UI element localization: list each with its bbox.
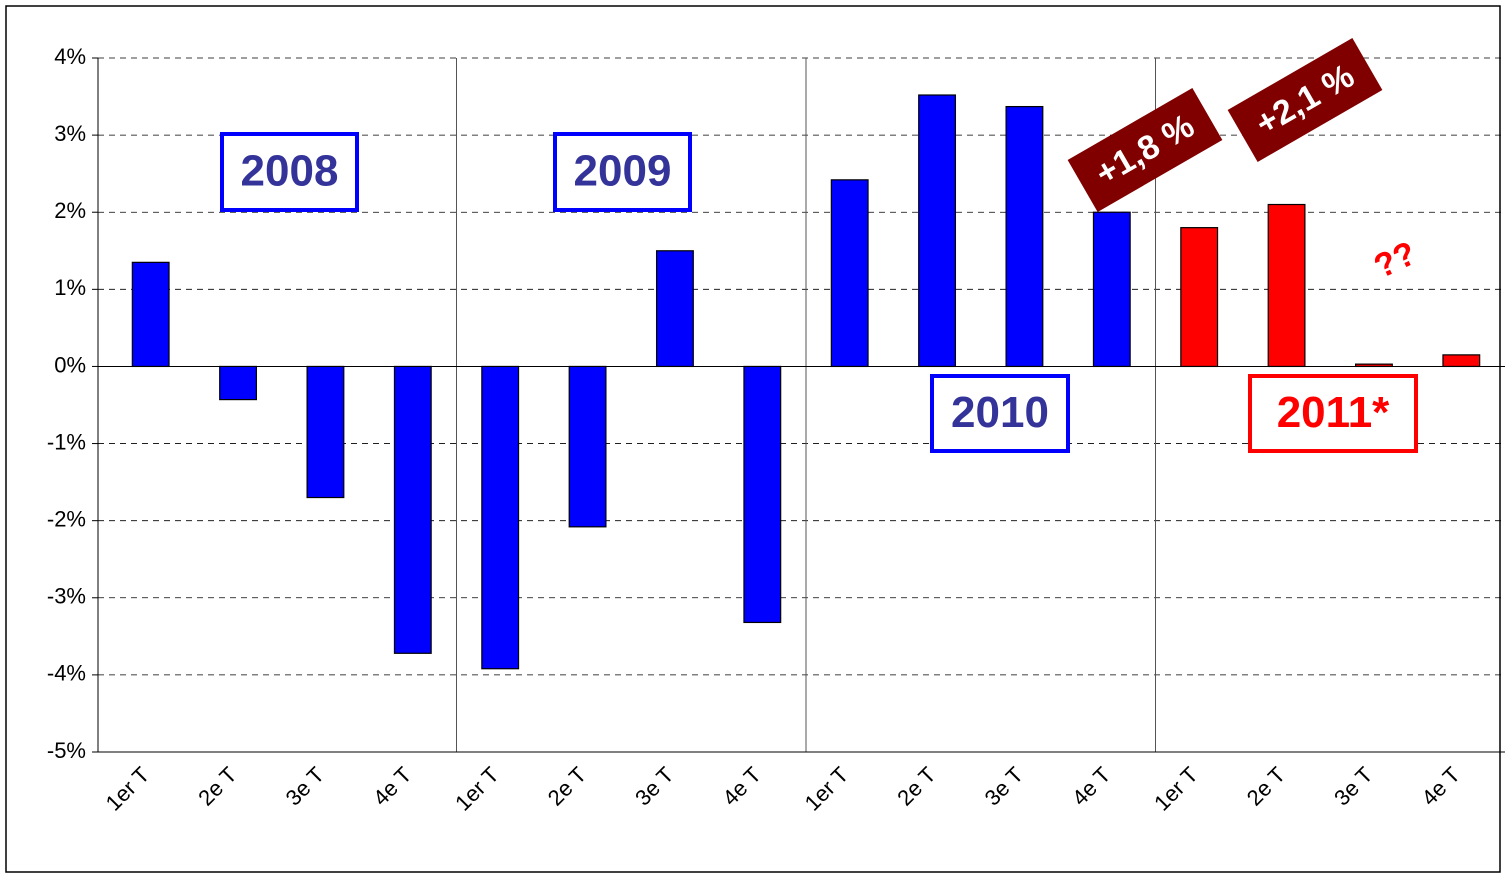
bar: [568, 365, 607, 528]
year-label: 2009: [574, 147, 672, 196]
bar: [1092, 211, 1131, 368]
bar: [918, 94, 957, 368]
callout-box: [1227, 38, 1383, 162]
year-label: 2011*: [1277, 388, 1390, 437]
bar: [655, 250, 694, 368]
y-tick-label: 3%: [54, 121, 86, 146]
bar: [393, 365, 432, 654]
bar: [131, 261, 170, 368]
bar: [1354, 363, 1393, 368]
year-label: 2010: [951, 388, 1049, 437]
y-tick-label: 2%: [54, 198, 86, 223]
year-box: [1248, 374, 1418, 453]
bar: [481, 365, 520, 670]
y-tick-label: -3%: [47, 584, 86, 609]
callout: +2,1 %: [1227, 38, 1383, 162]
y-tick-label: 4%: [54, 44, 86, 69]
bar: [219, 365, 258, 401]
bar: [1005, 105, 1044, 368]
y-tick-label: 0%: [54, 352, 86, 377]
bar: [1267, 203, 1306, 368]
y-tick-label: -2%: [47, 506, 86, 531]
bar: [743, 365, 782, 624]
bar: [1180, 227, 1219, 368]
year-box: [930, 374, 1070, 453]
year-box: [220, 132, 359, 212]
year-label: 2008: [241, 147, 339, 196]
y-tick-label: 1%: [54, 275, 86, 300]
callout-box: [1067, 88, 1223, 212]
bar: [306, 365, 345, 499]
year-box: [553, 132, 692, 212]
bar: [830, 179, 869, 368]
bar: [1442, 354, 1481, 368]
y-tick-label: -5%: [47, 738, 86, 763]
y-tick-label: -1%: [47, 429, 86, 454]
y-tick-label: -4%: [47, 661, 86, 686]
